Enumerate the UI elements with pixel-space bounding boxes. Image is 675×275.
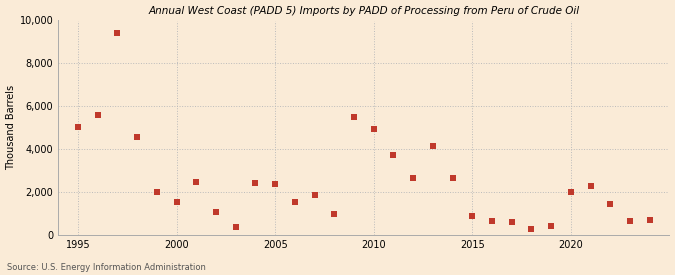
Point xyxy=(566,190,576,195)
Point xyxy=(329,212,340,216)
Point xyxy=(605,202,616,206)
Point xyxy=(388,153,399,157)
Point xyxy=(526,227,537,231)
Point xyxy=(467,214,478,218)
Point xyxy=(250,180,261,185)
Point xyxy=(151,190,162,195)
Point xyxy=(191,179,202,184)
Point xyxy=(448,176,458,181)
Point xyxy=(546,224,557,228)
Point xyxy=(132,134,142,139)
Point xyxy=(171,200,182,204)
Point xyxy=(92,113,103,117)
Point xyxy=(408,176,418,181)
Title: Annual West Coast (PADD 5) Imports by PADD of Processing from Peru of Crude Oil: Annual West Coast (PADD 5) Imports by PA… xyxy=(148,6,579,16)
Point xyxy=(348,115,359,119)
Point xyxy=(73,125,84,129)
Text: Source: U.S. Energy Information Administration: Source: U.S. Energy Information Administ… xyxy=(7,263,206,272)
Point xyxy=(230,225,241,229)
Point xyxy=(211,210,221,214)
Point xyxy=(506,220,517,225)
Point xyxy=(309,192,320,197)
Point xyxy=(585,184,596,188)
Point xyxy=(112,31,123,35)
Point xyxy=(427,144,438,148)
Point xyxy=(645,218,655,222)
Point xyxy=(270,182,281,186)
Y-axis label: Thousand Barrels: Thousand Barrels xyxy=(5,85,16,170)
Point xyxy=(369,127,379,131)
Point xyxy=(290,200,300,204)
Point xyxy=(487,219,497,224)
Point xyxy=(624,219,635,224)
